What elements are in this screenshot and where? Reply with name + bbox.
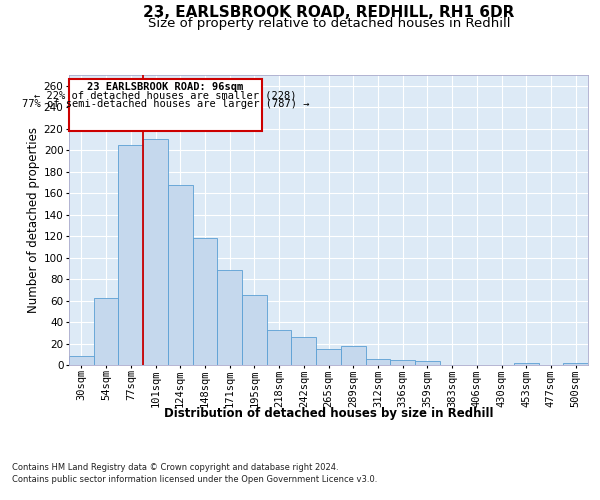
Bar bbox=[267, 330, 292, 365]
Bar bbox=[69, 356, 94, 365]
Bar bbox=[143, 140, 168, 365]
Bar bbox=[242, 295, 267, 365]
Bar bbox=[365, 358, 390, 365]
Bar bbox=[316, 349, 341, 365]
Text: ← 22% of detached houses are smaller (228): ← 22% of detached houses are smaller (22… bbox=[34, 91, 296, 101]
Bar bbox=[217, 270, 242, 365]
Y-axis label: Number of detached properties: Number of detached properties bbox=[26, 127, 40, 313]
Bar bbox=[118, 145, 143, 365]
Bar bbox=[563, 363, 588, 365]
Bar bbox=[94, 298, 118, 365]
Bar bbox=[193, 238, 217, 365]
Text: Distribution of detached houses by size in Redhill: Distribution of detached houses by size … bbox=[164, 408, 494, 420]
Text: 77% of semi-detached houses are larger (787) →: 77% of semi-detached houses are larger (… bbox=[22, 100, 309, 110]
Text: Size of property relative to detached houses in Redhill: Size of property relative to detached ho… bbox=[148, 18, 510, 30]
Bar bbox=[390, 360, 415, 365]
Text: 23, EARLSBROOK ROAD, REDHILL, RH1 6DR: 23, EARLSBROOK ROAD, REDHILL, RH1 6DR bbox=[143, 5, 514, 20]
Bar bbox=[168, 184, 193, 365]
Bar bbox=[292, 337, 316, 365]
Bar bbox=[514, 363, 539, 365]
Text: Contains HM Land Registry data © Crown copyright and database right 2024.: Contains HM Land Registry data © Crown c… bbox=[12, 464, 338, 472]
Bar bbox=[341, 346, 365, 365]
Text: Contains public sector information licensed under the Open Government Licence v3: Contains public sector information licen… bbox=[12, 475, 377, 484]
Text: 23 EARLSBROOK ROAD: 96sqm: 23 EARLSBROOK ROAD: 96sqm bbox=[87, 82, 244, 92]
Bar bbox=[415, 360, 440, 365]
